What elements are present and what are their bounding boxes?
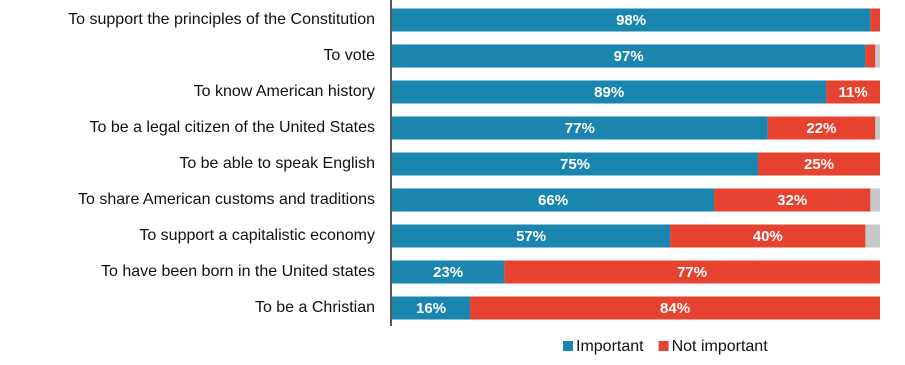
value-label: 84%	[660, 300, 690, 317]
bar-segment	[758, 152, 880, 176]
category-label: To support the principles of the Constit…	[68, 11, 375, 28]
value-label: 97%	[614, 48, 644, 65]
bar-segment	[670, 224, 866, 248]
bar-segment	[870, 8, 880, 32]
legend-swatch	[658, 341, 669, 351]
bar-segment	[470, 296, 880, 320]
value-label: 66%	[538, 192, 568, 209]
value-label: 77%	[565, 120, 595, 137]
value-label: 57%	[516, 228, 546, 245]
value-label: 77%	[677, 264, 707, 281]
legend-label: Not important	[672, 338, 769, 355]
category-label: To have been born in the United states	[101, 263, 375, 280]
bar-segment	[392, 80, 827, 104]
category-label: To vote	[323, 47, 375, 64]
bar-segment	[392, 296, 471, 320]
bar-segment	[504, 260, 880, 284]
bar-segment	[826, 80, 880, 104]
bar-segment	[392, 224, 671, 248]
value-label: 22%	[806, 120, 836, 137]
category-label: To support a capitalistic economy	[139, 227, 375, 244]
category-label: To be a Christian	[255, 299, 375, 316]
bar-segment	[392, 188, 715, 212]
value-label: 40%	[753, 228, 783, 245]
legend-label: Important	[576, 338, 644, 355]
bar-segment	[392, 8, 871, 32]
bar-segment	[714, 188, 871, 212]
value-label: 23%	[433, 264, 463, 281]
bar-segment	[865, 44, 876, 68]
legend-swatch	[563, 341, 573, 351]
bar-segment	[392, 116, 768, 140]
value-label: 16%	[416, 300, 446, 317]
value-label: 11%	[839, 84, 868, 101]
category-label: To share American customs and traditions	[78, 191, 375, 208]
bar-segment	[392, 44, 866, 68]
value-label: 32%	[777, 192, 807, 209]
bar-segment	[392, 260, 505, 284]
category-label: To be able to speak English	[179, 155, 375, 172]
value-label: 98%	[616, 12, 646, 29]
category-label: To be a legal citizen of the United Stat…	[89, 119, 375, 136]
bar-segment	[392, 152, 758, 176]
value-label: 75%	[560, 156, 590, 173]
category-label: To know American history	[194, 83, 375, 100]
value-label: 89%	[594, 84, 624, 101]
bar-segment	[767, 116, 876, 140]
value-label: 25%	[804, 156, 834, 173]
